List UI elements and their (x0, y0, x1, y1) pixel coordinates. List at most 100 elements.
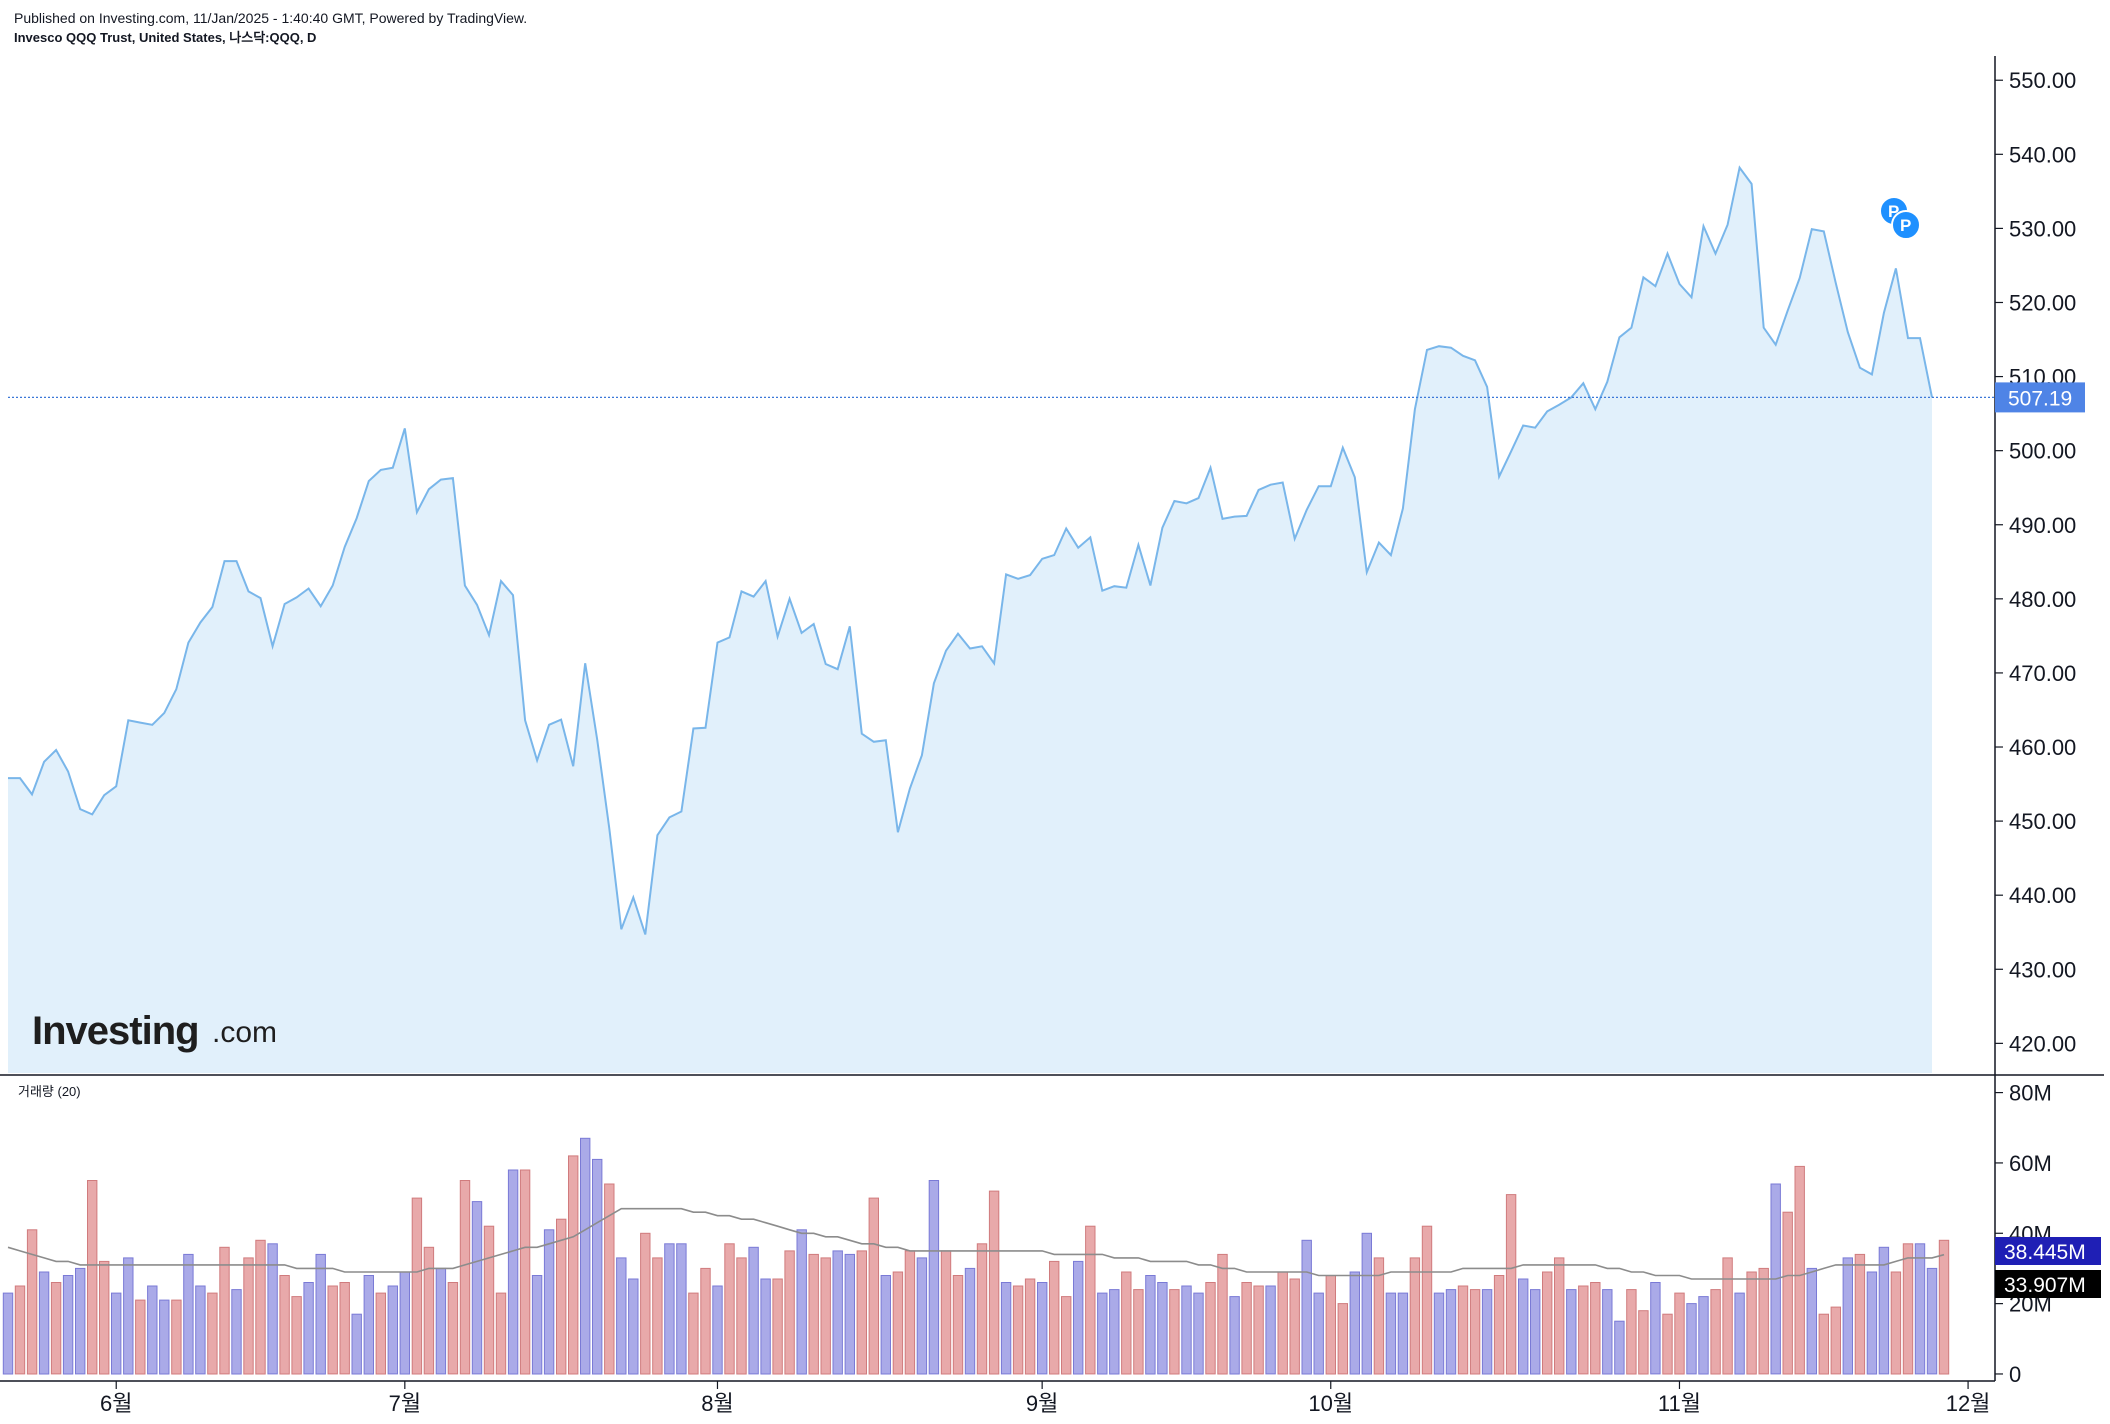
volume-bar (1866, 1271, 1878, 1375)
volume-bar (1926, 1267, 1938, 1375)
volume-bar (760, 1278, 771, 1375)
volume-bar (616, 1257, 627, 1375)
price-tick-label: 540.00 (2009, 142, 2076, 167)
volume-bar (1012, 1285, 1024, 1375)
volume-bar (1722, 1257, 1733, 1375)
volume-bar (1746, 1271, 1757, 1375)
date-tick-label: 6월 (100, 1391, 132, 1416)
volume-bar (880, 1275, 891, 1375)
date-tick-label: 12월 (1946, 1391, 1991, 1416)
volume-bar (736, 1257, 747, 1375)
volume-bar (1445, 1289, 1457, 1375)
volume-bar (1073, 1260, 1084, 1375)
volume-bar (1710, 1289, 1721, 1375)
volume-bar (952, 1275, 964, 1375)
last-price-value: 507.19 (2008, 387, 2072, 410)
volume-bar (195, 1285, 206, 1375)
volume-bar (1830, 1306, 1841, 1375)
volume-bar (471, 1201, 483, 1375)
volume-bar (519, 1169, 531, 1375)
volume-bar (856, 1250, 867, 1375)
volume-bar (1530, 1289, 1541, 1375)
volume-tick-label: 0 (2009, 1362, 2021, 1387)
last-volume-badge-bg (1995, 1237, 2101, 1265)
date-axis-ticks: 6월7월8월9월10월11월12월2025 (100, 1381, 1991, 1416)
price-tick-label: 420.00 (2009, 1031, 2076, 1056)
volume-bar (1518, 1278, 1529, 1375)
volume-bar (1157, 1282, 1168, 1375)
volume-layer (2, 1137, 1950, 1375)
volume-bar (1313, 1292, 1324, 1375)
pivot-markers[interactable]: P P (1879, 196, 1921, 240)
volume-bar (1061, 1296, 1072, 1375)
price-tick-label: 520.00 (2009, 290, 2076, 315)
volume-bar (676, 1243, 687, 1375)
volume-bar (808, 1253, 819, 1375)
volume-bar (1758, 1267, 1769, 1375)
volume-bar (435, 1267, 447, 1375)
volume-tick-label: 80M (2009, 1081, 2052, 1106)
volume-bar (38, 1271, 50, 1375)
volume-bar (1289, 1278, 1300, 1375)
volume-bar (26, 1229, 38, 1375)
volume-bar (1878, 1246, 1890, 1375)
volume-bar (171, 1299, 182, 1375)
volume-bar (14, 1285, 26, 1375)
volume-bar (1542, 1271, 1553, 1375)
volume-bar (399, 1271, 411, 1375)
volume-bar (796, 1229, 807, 1375)
volume-bar (1085, 1225, 1096, 1375)
price-tick-label: 490.00 (2009, 513, 2076, 538)
volume-bar (387, 1285, 399, 1375)
volume-bar (1854, 1253, 1866, 1375)
volume-bar (664, 1243, 675, 1375)
price-tick-label: 460.00 (2009, 735, 2076, 760)
volume-bar (1818, 1313, 1829, 1375)
volume-bar (483, 1225, 495, 1375)
pivot-marker-2 (1891, 210, 1921, 240)
volume-bar (279, 1275, 290, 1375)
volume-bar (628, 1278, 639, 1375)
volume-bar (592, 1158, 603, 1375)
volume-bar (291, 1296, 302, 1375)
volume-bar (556, 1218, 567, 1375)
date-tick-label: 9월 (1026, 1391, 1058, 1416)
volume-bar (1469, 1289, 1481, 1375)
volume-bar (1301, 1239, 1312, 1375)
volume-bar (363, 1275, 375, 1375)
date-tick-label: 10월 (1308, 1391, 1353, 1416)
volume-bar (904, 1250, 916, 1375)
volume-bar (1698, 1296, 1709, 1375)
volume-bar (784, 1250, 795, 1375)
volume-bar (1890, 1271, 1902, 1375)
last-price-badge-bg (1995, 382, 2085, 413)
volume-ma-line (7, 1207, 1945, 1280)
volume-ma-badge: 33.907M (1995, 1270, 2101, 1298)
volume-bar (1205, 1282, 1216, 1375)
volume-bar (1914, 1243, 1926, 1375)
volume-bar (1121, 1271, 1132, 1375)
volume-bar (1145, 1275, 1156, 1375)
volume-bar (1650, 1282, 1661, 1375)
date-tick-label: 8월 (701, 1391, 733, 1416)
volume-bar (375, 1292, 387, 1375)
price-tick-label: 450.00 (2009, 809, 2076, 834)
volume-bar (1626, 1289, 1637, 1375)
volume-bar (652, 1257, 663, 1375)
volume-bar (1493, 1275, 1505, 1375)
volume-bar (580, 1137, 591, 1375)
volume-bar (700, 1267, 711, 1375)
volume-bar (123, 1257, 134, 1375)
volume-bar (988, 1190, 1000, 1375)
volume-bar (1133, 1289, 1144, 1375)
volume-bar (1397, 1292, 1409, 1375)
axes-layer (0, 56, 2104, 1382)
volume-bar (1590, 1282, 1601, 1375)
price-tick-label: 500.00 (2009, 439, 2076, 464)
volume-bar (940, 1250, 952, 1375)
volume-bar (1109, 1289, 1120, 1375)
volume-bar (423, 1246, 435, 1375)
pivot-marker-1-label: P (1888, 202, 1899, 221)
